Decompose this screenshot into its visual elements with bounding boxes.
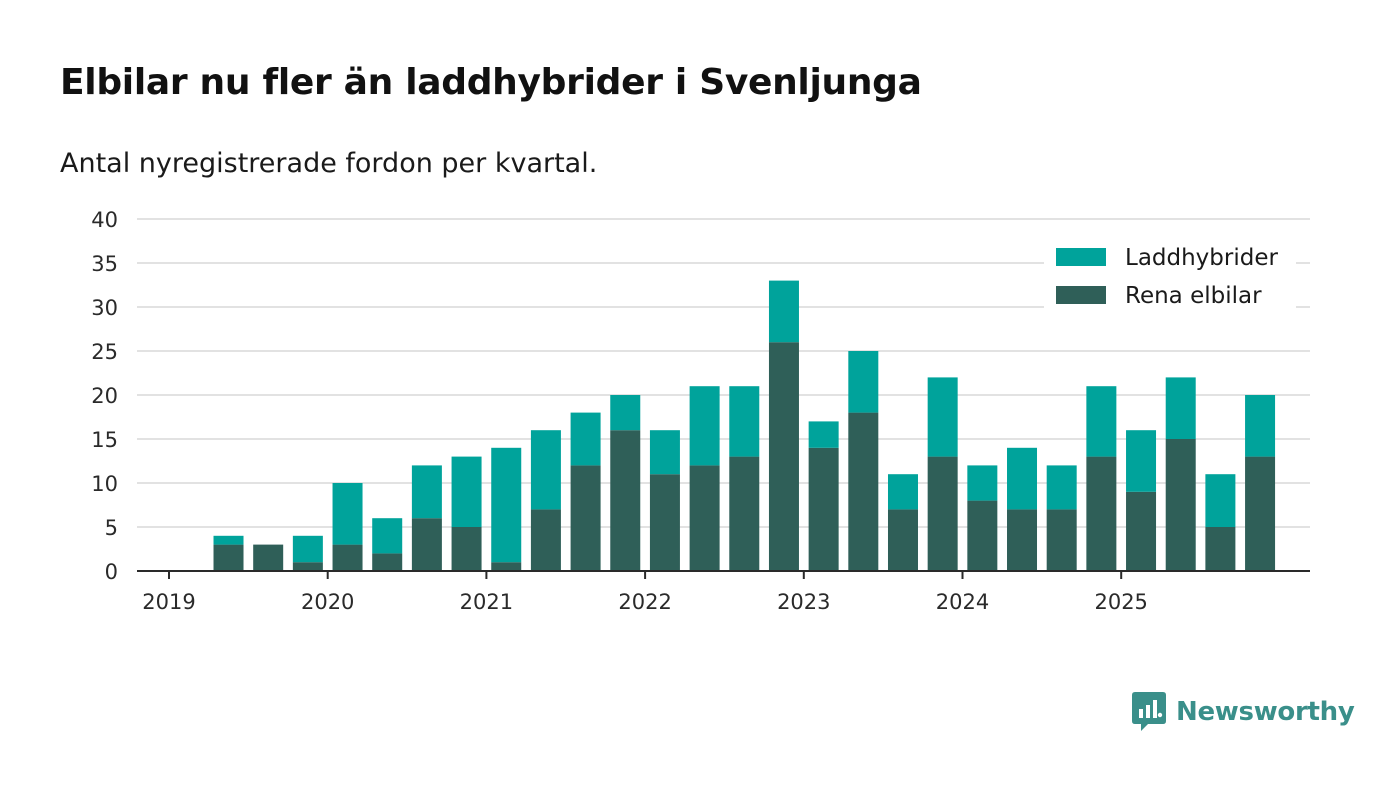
bar-laddhybrider — [1046, 465, 1077, 510]
bar-laddhybrider — [530, 430, 561, 510]
legend-swatch — [1056, 248, 1106, 266]
x-tick-label: 2024 — [936, 590, 989, 614]
legend-label: Rena elbilar — [1125, 283, 1262, 309]
x-tick-label: 2019 — [142, 590, 195, 614]
bar-rena-elbilar — [967, 500, 998, 571]
newsworthy-logo-icon — [1132, 692, 1166, 731]
bar-rena-elbilar — [292, 562, 323, 571]
y-tick-label: 35 — [91, 252, 118, 276]
bar-laddhybrider — [649, 430, 680, 475]
chart-subtitle: Antal nyregistrerade fordon per kvartal. — [60, 148, 598, 179]
legend-label: Laddhybrider — [1125, 245, 1278, 271]
bar-laddhybrider — [1205, 474, 1236, 527]
bar-rena-elbilar — [411, 518, 442, 571]
y-tick-label: 25 — [91, 340, 118, 364]
bar-laddhybrider — [610, 395, 641, 431]
bar-laddhybrider — [887, 474, 918, 510]
bar-laddhybrider — [808, 421, 839, 448]
bar-rena-elbilar — [848, 412, 879, 571]
bar-rena-elbilar — [649, 474, 680, 571]
bar-rena-elbilar — [570, 465, 601, 571]
bar-laddhybrider — [491, 447, 522, 563]
x-tick-label: 2025 — [1094, 590, 1147, 614]
bar-laddhybrider — [570, 412, 601, 466]
y-tick-label: 40 — [91, 208, 118, 232]
bar-rena-elbilar — [213, 544, 244, 571]
x-tick-label: 2022 — [618, 590, 671, 614]
bar-rena-elbilar — [927, 456, 958, 571]
bar-rena-elbilar — [1086, 456, 1117, 571]
bar-laddhybrider — [1165, 377, 1196, 439]
bar-laddhybrider — [1126, 430, 1157, 492]
bar-laddhybrider — [1245, 395, 1276, 457]
bar-rena-elbilar — [1007, 509, 1038, 571]
bar-rena-elbilar — [1245, 456, 1276, 571]
bar-rena-elbilar — [768, 342, 799, 571]
y-tick-label: 30 — [91, 296, 118, 320]
y-tick-label: 20 — [91, 384, 118, 408]
bar-rena-elbilar — [530, 509, 561, 571]
bar-laddhybrider — [292, 535, 323, 563]
bar-laddhybrider — [729, 386, 760, 457]
bar-laddhybrider — [768, 280, 799, 343]
bar-laddhybrider — [411, 465, 442, 519]
bar-rena-elbilar — [689, 465, 720, 571]
bar-laddhybrider — [213, 535, 244, 545]
y-tick-label: 0 — [105, 560, 118, 584]
bar-rena-elbilar — [1046, 509, 1077, 571]
bar-rena-elbilar — [1126, 491, 1157, 571]
bar-rena-elbilar — [372, 553, 403, 571]
brand-name: Newsworthy — [1176, 697, 1355, 727]
bar-rena-elbilar — [332, 544, 363, 571]
bar-rena-elbilar — [729, 456, 760, 571]
bar-laddhybrider — [967, 465, 998, 501]
bar-laddhybrider — [689, 386, 720, 466]
bar-rena-elbilar — [451, 527, 482, 571]
bar-rena-elbilar — [253, 544, 284, 571]
x-tick-label: 2021 — [460, 590, 513, 614]
bar-laddhybrider — [927, 377, 958, 457]
y-tick-label: 5 — [105, 516, 118, 540]
bar-laddhybrider — [451, 456, 482, 527]
bar-rena-elbilar — [808, 447, 839, 571]
y-tick-label: 15 — [91, 428, 118, 452]
newsworthy-brand: Newsworthy — [1132, 692, 1355, 732]
bar-laddhybrider — [1086, 386, 1117, 457]
y-tick-label: 10 — [91, 472, 118, 496]
bar-laddhybrider — [372, 518, 403, 554]
chart-title: Elbilar nu fler än laddhybrider i Svenlj… — [60, 62, 922, 103]
bar-rena-elbilar — [610, 430, 641, 571]
bar-laddhybrider — [848, 351, 879, 413]
legend-swatch — [1056, 286, 1106, 304]
x-tick-label: 2020 — [301, 590, 354, 614]
x-tick-label: 2023 — [777, 590, 830, 614]
bar-rena-elbilar — [491, 562, 522, 571]
bar-rena-elbilar — [1165, 439, 1196, 571]
bar-rena-elbilar — [887, 509, 918, 571]
bar-rena-elbilar — [1205, 527, 1236, 571]
bar-laddhybrider — [332, 483, 363, 545]
bar-laddhybrider — [1007, 447, 1038, 510]
